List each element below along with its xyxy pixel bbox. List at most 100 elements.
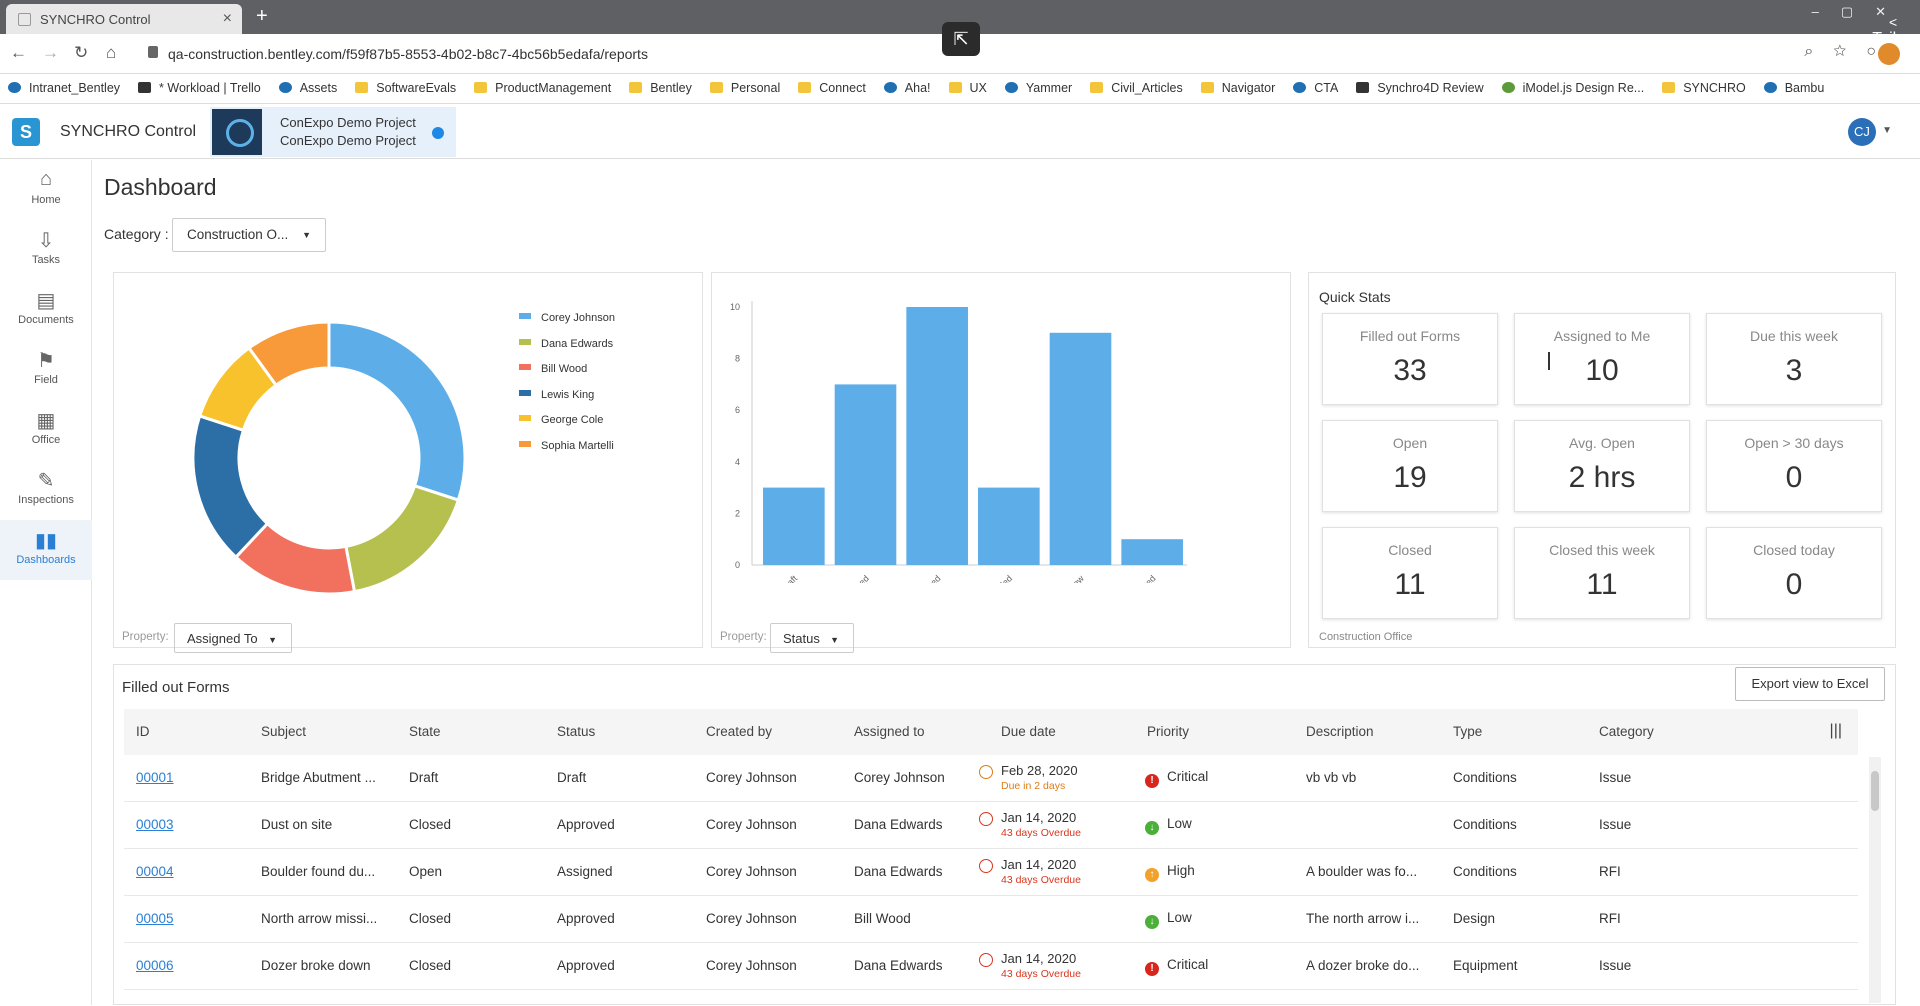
pie-property-select[interactable]: Assigned To ▼: [174, 623, 292, 653]
sidebar-item-documents[interactable]: ▤ Documents: [0, 280, 92, 340]
address-actions[interactable]: ⌕☆○: [1804, 43, 1896, 60]
cell-type: Conditions: [1453, 864, 1517, 879]
column-header[interactable]: ID: [136, 724, 150, 739]
donut-slice[interactable]: [344, 483, 461, 594]
scrollbar-thumb[interactable]: [1871, 771, 1879, 811]
new-tab-icon[interactable]: +: [256, 5, 268, 27]
column-header[interactable]: Type: [1453, 724, 1483, 739]
donut-slice[interactable]: [191, 414, 270, 560]
legend-item[interactable]: Sophia Martelli: [519, 439, 615, 465]
table-scrollbar[interactable]: [1869, 757, 1881, 1003]
synchro-logo-icon[interactable]: S: [12, 118, 40, 146]
legend-item[interactable]: George Cole: [519, 413, 615, 439]
bookmark-item[interactable]: iModel.js Design Re...: [1501, 74, 1644, 102]
form-id-link[interactable]: 00004: [136, 864, 174, 879]
user-avatar[interactable]: CJ: [1848, 118, 1876, 146]
bookmark-item[interactable]: UX: [948, 74, 987, 102]
table-row[interactable]: 00005 North arrow missi... Closed Approved C…: [124, 896, 1858, 943]
bookmark-item[interactable]: Aha!: [883, 74, 931, 102]
table-row[interactable]: 00006 Dozer broke down Closed Approved Corey…: [124, 943, 1858, 990]
legend-item[interactable]: Lewis King: [519, 388, 615, 414]
column-header[interactable]: Assigned to: [854, 724, 925, 739]
bar[interactable]: [763, 487, 825, 565]
bar[interactable]: [906, 307, 968, 565]
sidebar-item-dashboards[interactable]: ▮▮ Dashboards: [0, 520, 92, 580]
column-header[interactable]: State: [409, 724, 441, 739]
column-header[interactable]: Category: [1599, 724, 1654, 739]
column-header[interactable]: Priority: [1147, 724, 1190, 739]
sidebar-item-field[interactable]: ⚑ Field: [0, 340, 92, 400]
form-id-link[interactable]: 00005: [136, 911, 174, 926]
column-header[interactable]: Due date: [1001, 724, 1056, 739]
stat-card[interactable]: Open > 30 days 0: [1706, 420, 1882, 512]
bookmark-item[interactable]: Bentley: [629, 74, 692, 102]
bookmark-item[interactable]: Navigator: [1200, 74, 1275, 102]
bookmark-item[interactable]: SYNCHRO: [1662, 74, 1746, 102]
form-id-link[interactable]: 00001: [136, 770, 174, 785]
bookmark-item[interactable]: Synchro4D Review: [1356, 74, 1484, 102]
stat-card[interactable]: Filled out Forms 33: [1322, 313, 1498, 405]
bookmark-item[interactable]: Yammer: [1004, 74, 1073, 102]
browser-tab[interactable]: SYNCHRO Control ×: [6, 4, 242, 34]
reload-icon[interactable]: ↻: [74, 43, 89, 62]
category-select[interactable]: Construction O... ▼: [172, 218, 326, 252]
form-id-link[interactable]: 00003: [136, 817, 174, 832]
bookmark-item[interactable]: SoftwareEvals: [355, 74, 456, 102]
form-id-link[interactable]: 00006: [136, 958, 174, 973]
user-menu-chevron-down-icon[interactable]: ▼: [1882, 125, 1892, 136]
browser-profile-avatar[interactable]: [1878, 43, 1900, 65]
bookmark-item[interactable]: Connect: [798, 74, 866, 102]
cast-icon[interactable]: ⇱: [942, 22, 980, 56]
bookmark-item[interactable]: Intranet_Bentley: [8, 74, 120, 102]
column-header[interactable]: Created by: [706, 724, 773, 739]
sidebar-item-label: Tasks: [31, 254, 61, 266]
export-excel-button[interactable]: Export view to Excel: [1735, 667, 1885, 701]
stat-card[interactable]: Closed today 0: [1706, 527, 1882, 619]
bookmark-item[interactable]: Civil_Articles: [1090, 74, 1183, 102]
bar[interactable]: [1049, 332, 1112, 565]
column-header[interactable]: Subject: [261, 724, 307, 739]
bookmark-item[interactable]: CTA: [1293, 74, 1338, 102]
bookmark-item[interactable]: * Workload | Trello: [138, 74, 261, 102]
bar[interactable]: [1121, 539, 1183, 565]
bookmark-item[interactable]: Assets: [278, 74, 337, 102]
table-row[interactable]: 00001 Bridge Abutment ... Draft Draft Corey …: [124, 755, 1858, 802]
tab-close-icon[interactable]: ×: [222, 10, 232, 27]
project-info-icon[interactable]: [432, 127, 444, 139]
bookmark-item[interactable]: Bambu: [1763, 74, 1824, 102]
legend-item[interactable]: Corey Johnson: [519, 311, 615, 337]
sidebar-item-inspections[interactable]: ✎ Inspections: [0, 460, 92, 520]
project-selector[interactable]: ConExpo Demo Project ConExpo Demo Projec…: [210, 107, 456, 157]
stat-card[interactable]: Avg. Open 2 hrs: [1514, 420, 1690, 512]
column-header[interactable]: Status: [557, 724, 596, 739]
url-field[interactable]: qa-construction.bentley.com/f59f87b5-855…: [168, 46, 648, 62]
table-row[interactable]: 00003 Dust on site Closed Approved Corey Joh…: [124, 802, 1858, 849]
share-icon: <: [1889, 14, 1898, 30]
legend-item[interactable]: Bill Wood: [519, 362, 615, 388]
stat-card[interactable]: Open 19: [1322, 420, 1498, 512]
bookmark-label: Yammer: [1025, 81, 1073, 95]
home-browser-icon[interactable]: ⌂: [106, 43, 117, 62]
column-header[interactable]: Description: [1306, 724, 1374, 739]
sidebar-item-tasks[interactable]: ⇩ Tasks: [0, 220, 92, 280]
bookmark-item[interactable]: ProductManagement: [474, 74, 611, 102]
bar[interactable]: [834, 384, 897, 565]
share-button[interactable]: < Teilen: [1872, 14, 1914, 48]
sidebar-item-office[interactable]: ▦ Office: [0, 400, 92, 460]
bar-property-select[interactable]: Status ▼: [770, 623, 854, 653]
stat-card[interactable]: Assigned to Me 10: [1514, 313, 1690, 405]
stat-card[interactable]: Closed this week 11: [1514, 527, 1690, 619]
stat-card[interactable]: Closed 11: [1322, 527, 1498, 619]
bar[interactable]: [978, 487, 1040, 565]
stat-card[interactable]: Due this week 3: [1706, 313, 1882, 405]
bookmark-item[interactable]: Personal: [709, 74, 780, 102]
back-icon[interactable]: ←: [10, 43, 27, 62]
donut-slice[interactable]: [246, 320, 331, 388]
donut-slice[interactable]: [327, 320, 467, 502]
legend-item[interactable]: Dana Edwards: [519, 337, 615, 363]
forward-icon[interactable]: →: [42, 43, 59, 62]
window-controls[interactable]: –▢✕: [1811, 4, 1908, 19]
sidebar-item-home[interactable]: ⌂ Home: [0, 160, 92, 220]
column-chooser-icon[interactable]: |||: [1829, 722, 1842, 739]
table-row[interactable]: 00004 Boulder found du... Open Assigned Core…: [124, 849, 1858, 896]
